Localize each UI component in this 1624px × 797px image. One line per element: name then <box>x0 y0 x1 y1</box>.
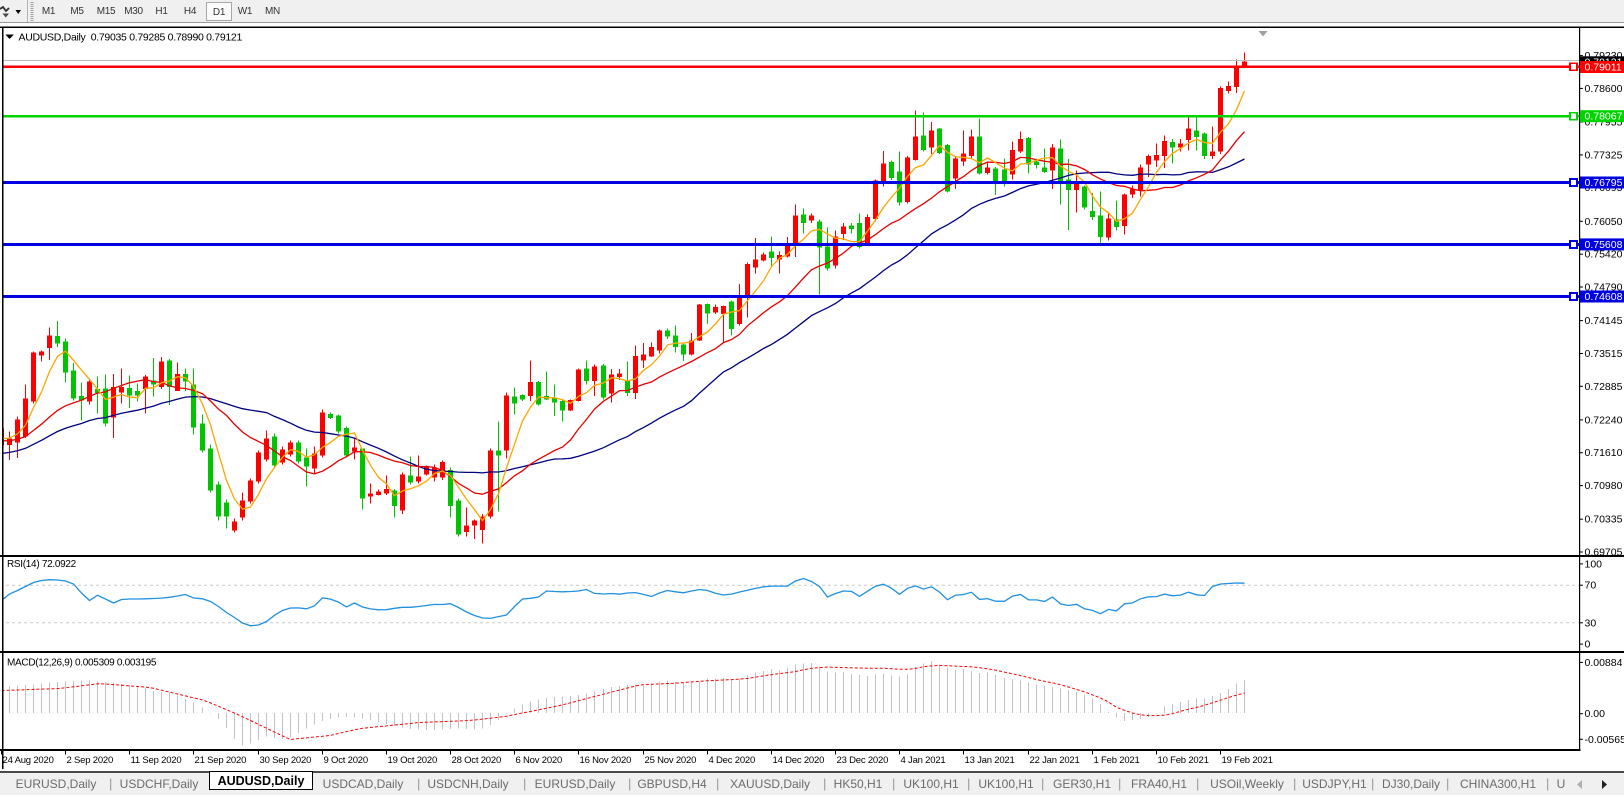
svg-text:0.74145: 0.74145 <box>1585 315 1623 327</box>
svg-text:0.76050: 0.76050 <box>1585 215 1623 227</box>
svg-text:0.73515: 0.73515 <box>1585 348 1623 360</box>
svg-text:-0.005651: -0.005651 <box>1585 733 1624 745</box>
svg-text:4 Dec 2020: 4 Dec 2020 <box>709 755 756 766</box>
svg-text:13 Jan 2021: 13 Jan 2021 <box>965 755 1015 766</box>
svg-text:25 Nov 2020: 25 Nov 2020 <box>645 755 697 766</box>
svg-text:0.72240: 0.72240 <box>1585 414 1623 426</box>
svg-text:19 Feb 2021: 19 Feb 2021 <box>1222 755 1273 766</box>
svg-text:0.78600: 0.78600 <box>1585 82 1623 94</box>
svg-text:22 Jan 2021: 22 Jan 2021 <box>1030 755 1080 766</box>
svg-text:0.69705: 0.69705 <box>1585 546 1623 558</box>
svg-text:70: 70 <box>1585 579 1597 591</box>
svg-text:100: 100 <box>1585 558 1603 570</box>
svg-text:21 Sep 2020: 21 Sep 2020 <box>195 755 247 766</box>
svg-text:9 Oct 2020: 9 Oct 2020 <box>324 755 368 766</box>
svg-text:30 Sep 2020: 30 Sep 2020 <box>260 755 312 766</box>
svg-text:0.70335: 0.70335 <box>1585 513 1623 525</box>
svg-text:30: 30 <box>1585 617 1597 629</box>
svg-text:0.00884: 0.00884 <box>1585 656 1623 668</box>
svg-text:RSI(14) 72.0922: RSI(14) 72.0922 <box>7 559 77 570</box>
svg-text:0.78067: 0.78067 <box>1585 110 1623 122</box>
svg-text:0.75608: 0.75608 <box>1585 238 1623 250</box>
svg-text:23 Dec 2020: 23 Dec 2020 <box>837 755 889 766</box>
svg-text:0.79011: 0.79011 <box>1585 61 1622 73</box>
svg-text:0.00: 0.00 <box>1585 708 1606 720</box>
svg-text:0: 0 <box>1585 638 1591 650</box>
svg-text:16 Nov 2020: 16 Nov 2020 <box>580 755 632 766</box>
svg-text:28 Oct 2020: 28 Oct 2020 <box>452 755 502 766</box>
svg-text:6 Nov 2020: 6 Nov 2020 <box>516 755 563 766</box>
svg-text:0.72885: 0.72885 <box>1585 380 1623 392</box>
svg-text:11 Sep 2020: 11 Sep 2020 <box>131 755 182 766</box>
svg-text:1 Feb 2021: 1 Feb 2021 <box>1094 755 1140 766</box>
svg-text:0.70980: 0.70980 <box>1585 480 1623 492</box>
svg-text:0.76795: 0.76795 <box>1585 177 1623 189</box>
svg-text:24 Aug 2020: 24 Aug 2020 <box>3 755 54 766</box>
svg-text:0.74608: 0.74608 <box>1585 291 1623 303</box>
svg-text:MACD(12,26,9) 0.005309 0.00319: MACD(12,26,9) 0.005309 0.003195 <box>7 657 157 668</box>
svg-text:4 Jan 2021: 4 Jan 2021 <box>901 755 946 766</box>
svg-text:10 Feb 2021: 10 Feb 2021 <box>1158 755 1209 766</box>
svg-text:14 Dec 2020: 14 Dec 2020 <box>773 755 825 766</box>
svg-text:0.71610: 0.71610 <box>1585 447 1623 459</box>
svg-text:0.77325: 0.77325 <box>1585 149 1623 161</box>
svg-text:19 Oct 2020: 19 Oct 2020 <box>388 755 438 766</box>
svg-text:2 Sep 2020: 2 Sep 2020 <box>67 755 114 766</box>
svg-text:AUDUSD,Daily 0.79035 0.79285: AUDUSD,Daily 0.79035 0.79285 0.78990 0.7… <box>19 31 243 43</box>
